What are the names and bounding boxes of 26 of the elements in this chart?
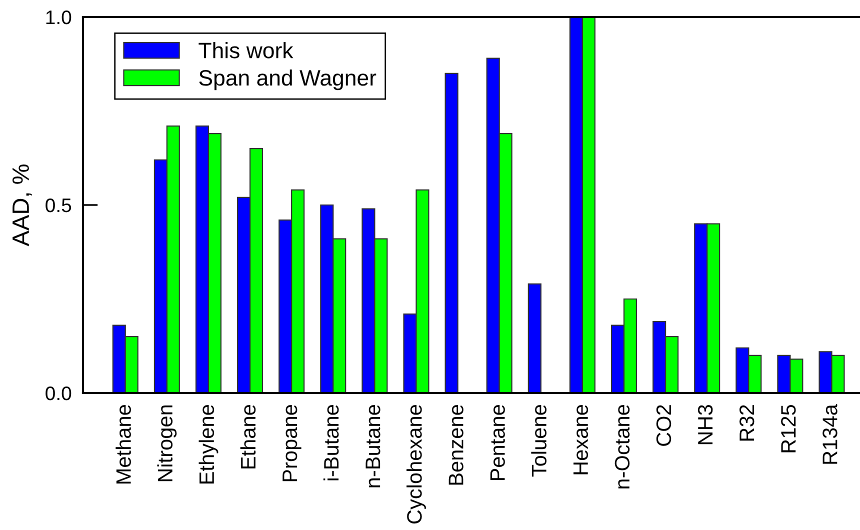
- x-tick-label: Nitrogen: [157, 405, 177, 482]
- y-tick-label: 0.0: [46, 386, 72, 400]
- x-tick-label: Toluene: [531, 405, 546, 477]
- legend-label: Span and Wagner: [199, 69, 376, 90]
- x-tick-label: Ethylene: [198, 405, 218, 484]
- y-axis-title: AAD, %: [12, 164, 32, 246]
- y-tick-label: 1.0: [46, 10, 72, 24]
- x-tick-label: Ethane: [240, 405, 256, 468]
- x-tick-label: n-Butane: [366, 405, 380, 488]
- y-tick-label: 0.5: [46, 198, 72, 212]
- x-tick-label: CO2: [656, 405, 672, 446]
- x-tick-label: Benzene: [448, 405, 464, 485]
- x-tick-label: Methane: [116, 405, 131, 484]
- legend-label: This work: [198, 42, 294, 58]
- x-tick-label: Propane: [282, 405, 302, 482]
- x-tick-label: Cyclohexane: [406, 405, 426, 524]
- bar: [444, 72, 458, 393]
- x-tick-label: Hexane: [573, 405, 588, 474]
- bar: [528, 283, 542, 393]
- x-tick-label: NH3: [698, 405, 713, 444]
- x-tick-label: R125: [781, 404, 796, 452]
- x-tick-label: R32: [739, 405, 754, 441]
- x-tick-label: i-Butane: [323, 405, 339, 480]
- x-tick-label: n-Octane: [614, 405, 630, 488]
- x-tick-label: Pentane: [490, 405, 505, 480]
- x-tick-label: R134a: [822, 404, 838, 464]
